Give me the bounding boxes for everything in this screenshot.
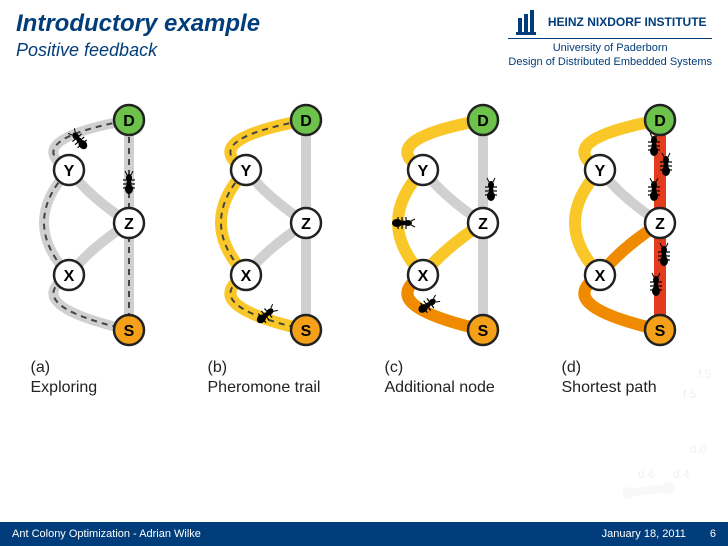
diagrams-row: X Y Z S D (a) Exploring: [0, 70, 728, 410]
node-S: S: [645, 315, 675, 345]
svg-text:Y: Y: [417, 163, 428, 180]
node-S: S: [114, 315, 144, 345]
node-Y: Y: [408, 155, 438, 185]
svg-text:Y: Y: [63, 163, 74, 180]
caption-c: (c) Additional node: [373, 358, 495, 400]
svg-text:X: X: [594, 268, 605, 285]
institute-logo-icon: [514, 10, 542, 36]
svg-text:S: S: [477, 323, 488, 340]
caption-d: (d) Shortest path: [550, 358, 657, 400]
diagram-b: X Y Z S D: [201, 100, 351, 350]
institute-name: HEINZ NIXDORF INSTITUTE: [548, 15, 707, 31]
svg-text:Z: Z: [478, 216, 488, 233]
svg-text:D: D: [300, 113, 312, 130]
node-S: S: [291, 315, 321, 345]
svg-text:Z: Z: [655, 216, 665, 233]
svg-text:Z: Z: [301, 216, 311, 233]
svg-text:S: S: [123, 323, 134, 340]
svg-text:Y: Y: [594, 163, 605, 180]
footer: Ant Colony Optimization - Adrian Wilke J…: [0, 522, 728, 546]
node-D: D: [468, 105, 498, 135]
node-Z: Z: [645, 208, 675, 238]
svg-text:d.6: d.6: [638, 467, 655, 481]
caption-text: Exploring: [31, 379, 98, 396]
node-Z: Z: [114, 208, 144, 238]
panel-c: X Y Z S D (c) Additional node: [373, 100, 533, 400]
node-Y: Y: [231, 155, 261, 185]
caption-b: (b) Pheromone trail: [196, 358, 321, 400]
svg-text:d.0: d.0: [690, 442, 707, 456]
node-Y: Y: [54, 155, 84, 185]
svg-text:D: D: [123, 113, 135, 130]
node-Z: Z: [468, 208, 498, 238]
node-D: D: [114, 105, 144, 135]
department-name: Design of Distributed Embedded Systems: [508, 55, 712, 69]
node-Y: Y: [585, 155, 615, 185]
node-S: S: [468, 315, 498, 345]
panel-d: X Y Z S D (d) Shortest path: [550, 100, 710, 400]
caption-label: (d): [562, 359, 582, 376]
panel-a: X Y Z S D (a) Exploring: [19, 100, 179, 400]
footer-date: January 18, 2011: [602, 528, 686, 540]
svg-text:D: D: [477, 113, 489, 130]
svg-text:S: S: [300, 323, 311, 340]
node-X: X: [231, 260, 261, 290]
panel-b: X Y Z S D (b) Pheromone trail: [196, 100, 356, 400]
node-Z: Z: [291, 208, 321, 238]
caption-label: (c): [385, 359, 404, 376]
caption-text: Pheromone trail: [208, 379, 321, 396]
node-X: X: [54, 260, 84, 290]
node-D: D: [291, 105, 321, 135]
diagram-a: X Y Z S D: [24, 100, 174, 350]
svg-text:Z: Z: [124, 216, 134, 233]
caption-text: Additional node: [385, 379, 495, 396]
university-name: University of Paderborn: [508, 38, 712, 55]
svg-text:D: D: [654, 113, 666, 130]
node-D: D: [645, 105, 675, 135]
svg-text:d.4: d.4: [673, 467, 690, 481]
diagram-c: X Y Z S D: [378, 100, 528, 350]
svg-text:Y: Y: [240, 163, 251, 180]
header: Introductory example Positive feedback H…: [0, 0, 728, 70]
svg-text:X: X: [63, 268, 74, 285]
footer-page: 6: [710, 528, 716, 540]
diagram-d: X Y Z S D: [555, 100, 705, 350]
svg-text:X: X: [417, 268, 428, 285]
page-title: Introductory example: [16, 10, 508, 38]
node-X: X: [585, 260, 615, 290]
svg-text:S: S: [654, 323, 665, 340]
svg-text:X: X: [240, 268, 251, 285]
caption-text: Shortest path: [562, 379, 657, 396]
footer-left: Ant Colony Optimization - Adrian Wilke: [12, 528, 201, 540]
node-X: X: [408, 260, 438, 290]
page-subtitle: Positive feedback: [16, 40, 508, 61]
caption-label: (b): [208, 359, 228, 376]
caption-label: (a): [31, 359, 51, 376]
caption-a: (a) Exploring: [19, 358, 98, 400]
title-block: Introductory example Positive feedback: [16, 10, 508, 61]
institute-block: HEINZ NIXDORF INSTITUTE University of Pa…: [508, 10, 712, 70]
